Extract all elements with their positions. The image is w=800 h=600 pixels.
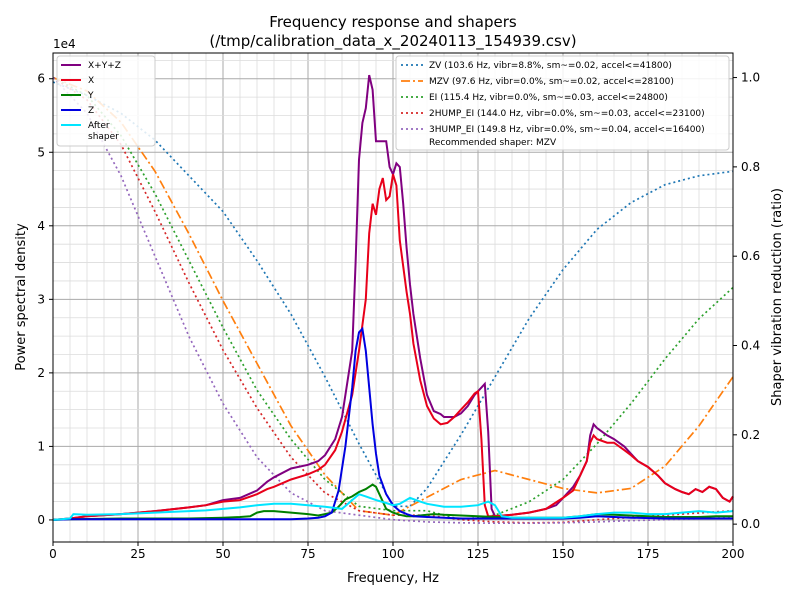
- shaper-legend-box: [395, 55, 730, 151]
- psd-curve: [52, 174, 734, 521]
- shaper-legend-label: 3HUMP_EI (149.8 Hz, vibr=0.0%, sm~=0.04,…: [429, 125, 705, 135]
- shaper-curve: [52, 81, 734, 508]
- right-y-axis-ticks: 0.0 0.2 0.4 0.6 0.8 1.0: [733, 71, 760, 531]
- psd-legend-label: After: [88, 121, 110, 131]
- x-tick-label: 150: [552, 547, 575, 561]
- right-y-tick-label: 0.6: [741, 249, 760, 263]
- psd-curves: [52, 74, 734, 521]
- chart-title-line2: (/tmp/calibration_data_x_20240113_154939…: [209, 32, 576, 51]
- right-y-tick-label: 0.8: [741, 160, 760, 174]
- x-tick-label: 200: [722, 547, 745, 561]
- psd-legend-label: Z: [88, 106, 94, 116]
- shaper-curves: [52, 76, 734, 525]
- left-y-axis-ticks: 0 1 2 3 4 5 6: [37, 72, 53, 527]
- right-y-tick-label: 0.2: [741, 428, 760, 442]
- psd-legend-box: [56, 55, 156, 147]
- shaper-legend: Recommended shaper: MZV ZV (103.6 Hz, vi…: [395, 55, 730, 151]
- psd-legend-label: X: [88, 76, 94, 86]
- x-axis-label: Frequency, Hz: [347, 571, 439, 586]
- psd-legend-label: shaper: [88, 132, 119, 142]
- shaper-curve: [52, 76, 734, 524]
- x-tick-label: 0: [49, 547, 57, 561]
- right-y-tick-label: 0.0: [741, 517, 760, 531]
- recommended-shaper-note: Recommended shaper: MZV: [429, 138, 557, 148]
- y-axis-multiplier: 1e4: [53, 37, 76, 51]
- psd-curve: [52, 326, 733, 521]
- shaper-legend-label: 2HUMP_EI (144.0 Hz, vibr=0.0%, sm~=0.03,…: [429, 109, 705, 119]
- x-tick-label: 100: [382, 547, 405, 561]
- left-y-tick-label: 5: [37, 145, 45, 159]
- left-y-tick-label: 2: [37, 366, 45, 380]
- x-tick-label: 50: [215, 547, 230, 561]
- psd-curve: [52, 493, 734, 521]
- left-y-axis-label: Power spectral density: [14, 223, 29, 371]
- right-y-tick-label: 0.4: [741, 339, 760, 353]
- left-y-tick-label: 0: [37, 513, 45, 527]
- x-tick-label: 75: [300, 547, 315, 561]
- chart-title-line1: Frequency response and shapers: [269, 13, 517, 31]
- shaper-legend-label: EI (115.4 Hz, vibr=0.0%, sm~=0.03, accel…: [429, 93, 668, 103]
- left-y-tick-label: 1: [37, 439, 45, 453]
- psd-legend-label: X+Y+Z: [88, 61, 121, 71]
- shaper-legend-label: ZV (103.6 Hz, vibr=8.8%, sm~=0.02, accel…: [429, 61, 672, 71]
- left-y-tick-label: 4: [37, 219, 45, 233]
- psd-legend-label: Y: [87, 91, 94, 101]
- x-axis-ticks: 0 25 50 75 100 125 150 175 200: [49, 542, 744, 561]
- left-y-tick-label: 6: [37, 72, 45, 86]
- shaper-legend-label: MZV (97.6 Hz, vibr=0.0%, sm~=0.02, accel…: [429, 77, 674, 87]
- x-tick-label: 125: [467, 547, 490, 561]
- x-tick-label: 25: [130, 547, 145, 561]
- right-y-tick-label: 1.0: [741, 71, 760, 85]
- shaper-curve: [52, 77, 734, 525]
- right-y-axis-label: Shaper vibration reduction (ratio): [770, 188, 785, 406]
- x-tick-label: 175: [637, 547, 660, 561]
- left-y-tick-label: 3: [37, 292, 45, 306]
